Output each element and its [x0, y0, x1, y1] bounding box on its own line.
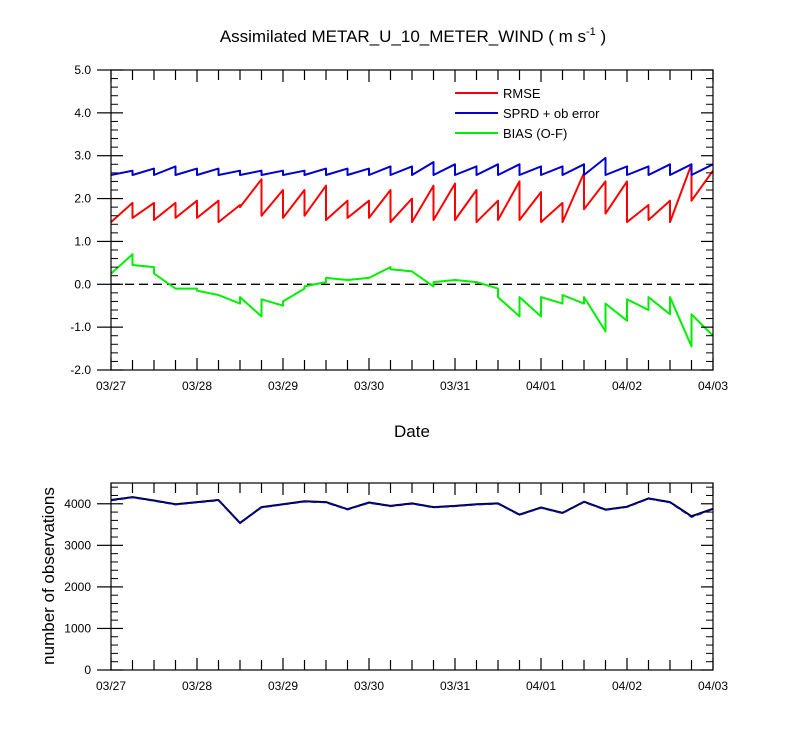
x-tick-label: 03/29: [268, 679, 298, 693]
x-tick-label: 04/01: [526, 679, 556, 693]
x-tick-label: 03/27: [96, 679, 126, 693]
x-tick-label: 03/28: [182, 379, 212, 393]
y-tick-label: 0: [84, 663, 91, 677]
diagnostic-panel: 03/27 03/28 03/29 03/30 03/31 04/01 04/02 04/03…: [70, 63, 728, 441]
x-tick-label: 03/29: [268, 379, 298, 393]
y-tick-label: 1000: [64, 621, 91, 635]
y-tick-label: 4000: [64, 497, 91, 511]
x-tick-label: 03/28: [182, 679, 212, 693]
y-tick-label: 0.0: [74, 277, 91, 291]
legend-label: RMSE: [503, 86, 541, 101]
legend-label: BIAS (O-F): [503, 126, 567, 141]
series-group: [110, 156, 714, 348]
y-tick-label: -2.0: [70, 363, 91, 377]
x-tick-label: 03/30: [354, 679, 384, 693]
sprd-line: [110, 156, 714, 176]
x-tick-label: 03/30: [354, 379, 384, 393]
y-axis-label: number of observations: [39, 487, 58, 665]
legend: RMSE SPRD + ob error BIAS (O-F): [455, 86, 600, 141]
legend-item-sprd: SPRD + ob error: [455, 106, 600, 121]
y-tick-label: 5.0: [74, 63, 91, 77]
observations-possible-line: [110, 496, 714, 525]
bias-line: [110, 253, 714, 348]
y-tick-label: 2.0: [74, 192, 91, 206]
tick-labels: 03/27 03/28 03/29 03/30 03/31 04/01 04/02 04/03…: [64, 497, 728, 693]
x-tick-label: 03/31: [440, 679, 470, 693]
plot-frame: [110, 482, 714, 671]
observation-count-panel: 03/27 03/28 03/29 03/30 03/31 04/01 04/02 04/03…: [39, 482, 728, 693]
tick-marks: [97, 483, 714, 671]
x-tick-label: 03/31: [440, 379, 470, 393]
x-tick-label: 04/02: [612, 679, 642, 693]
y-tick-label: 3000: [64, 538, 91, 552]
y-tick-label: -1.0: [70, 320, 91, 334]
y-tick-label: 4.0: [74, 106, 91, 120]
x-tick-label: 03/27: [96, 379, 126, 393]
x-tick-label: 04/03: [698, 679, 728, 693]
legend-item-bias: BIAS (O-F): [455, 126, 567, 141]
x-tick-label: 04/03: [698, 379, 728, 393]
legend-label: SPRD + ob error: [503, 106, 600, 121]
series-group: [110, 496, 714, 525]
x-tick-label: 04/01: [526, 379, 556, 393]
observations-used-line: [110, 496, 714, 524]
tick-labels: 03/27 03/28 03/29 03/30 03/31 04/01 04/02 04/03…: [70, 63, 728, 393]
x-axis-label: Date: [394, 422, 430, 441]
chart-title: Assimilated METAR_U_10_METER_WIND ( m s-…: [220, 26, 606, 46]
y-tick-label: 3.0: [74, 149, 91, 163]
x-tick-label: 04/02: [612, 379, 642, 393]
y-tick-label: 2000: [64, 580, 91, 594]
legend-item-rmse: RMSE: [455, 86, 541, 101]
y-tick-label: 1.0: [74, 234, 91, 248]
tick-marks: [97, 69, 714, 371]
rmse-line: [110, 163, 714, 224]
